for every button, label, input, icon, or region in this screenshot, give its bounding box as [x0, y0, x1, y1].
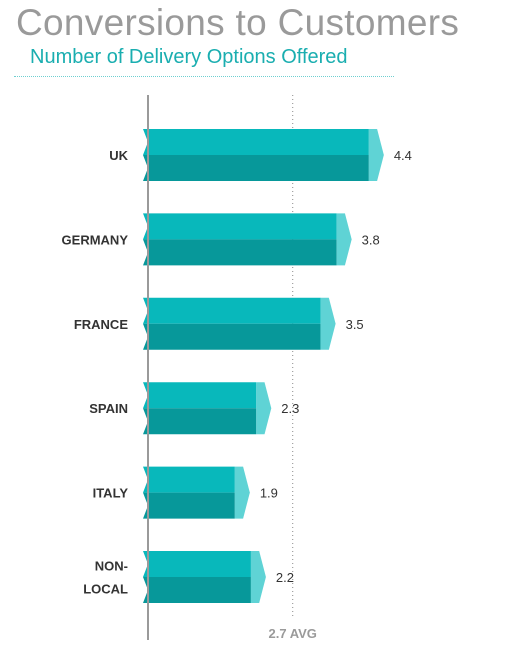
bar — [143, 297, 336, 350]
bar — [143, 466, 250, 519]
bar-end-cap — [336, 213, 352, 266]
value-label: 3.8 — [362, 232, 380, 247]
subtitle-divider — [14, 76, 394, 77]
category-label: FRANCE — [74, 317, 128, 332]
bar — [143, 551, 266, 603]
bar-bottom-face — [143, 323, 321, 350]
bar — [143, 213, 352, 266]
category-label: ITALY — [93, 486, 129, 501]
value-label: 2.2 — [276, 570, 294, 585]
bar-top-face — [143, 466, 235, 493]
chart-subtitle: Number of Delivery Options Offered — [30, 46, 348, 68]
bar-end-cap — [320, 297, 336, 350]
category-label: UK — [109, 148, 128, 163]
bar-top-face — [143, 297, 321, 324]
bar-end-cap — [234, 466, 250, 519]
value-label: 4.4 — [394, 148, 412, 163]
value-label: 2.3 — [281, 401, 299, 416]
average-label: 2.7 AVG — [269, 626, 317, 641]
bar-bottom-face — [143, 408, 257, 435]
bar-bottom-face — [143, 577, 251, 603]
bar-end-cap — [368, 129, 384, 181]
bar-bottom-face — [143, 239, 337, 266]
value-label: 3.5 — [346, 317, 364, 332]
bar-top-face — [143, 129, 369, 155]
category-label: GERMANY — [62, 232, 129, 247]
bar-bottom-face — [143, 492, 235, 519]
bar-top-face — [143, 551, 251, 577]
bar-end-cap — [256, 382, 272, 435]
category-label: LOCAL — [83, 582, 128, 597]
bar-series: 4.4 UK 3.8 GERMANY 3.5 FRANCE 2.3 SPAIN 1.9 ITALY… — [62, 129, 412, 603]
category-label: SPAIN — [89, 401, 128, 416]
category-label: NON- — [95, 559, 128, 574]
bar-top-face — [143, 213, 337, 240]
average-reference: 2.7 AVG — [269, 95, 317, 641]
bar-end-cap — [250, 551, 266, 603]
bar-bottom-face — [143, 155, 369, 181]
bar — [143, 382, 272, 435]
bar — [143, 129, 384, 181]
chart-title: Conversions to Customers — [16, 2, 460, 43]
bar-top-face — [143, 382, 257, 409]
value-label: 1.9 — [260, 486, 278, 501]
